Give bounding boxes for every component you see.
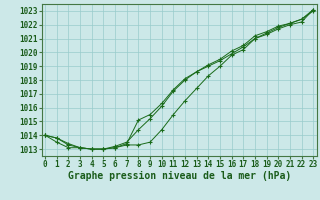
X-axis label: Graphe pression niveau de la mer (hPa): Graphe pression niveau de la mer (hPa): [68, 171, 291, 181]
